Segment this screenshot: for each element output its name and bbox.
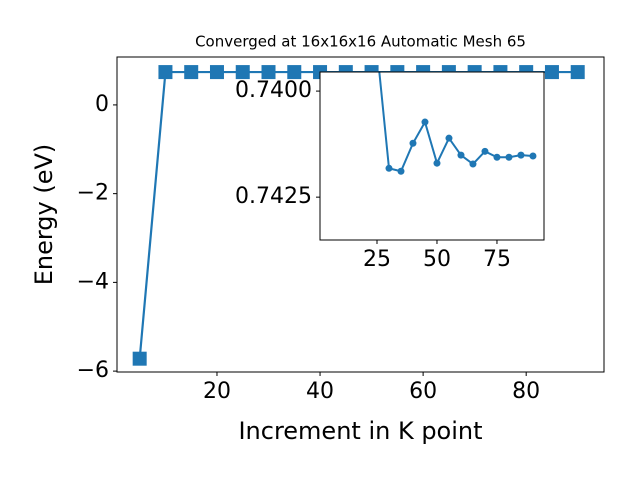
- marker: [570, 65, 585, 80]
- y-axis-label: Energy (eV): [30, 144, 58, 286]
- marker: [493, 153, 501, 161]
- y-tick-label: 0.7425: [235, 184, 312, 209]
- y-tick-label: 0: [95, 92, 109, 117]
- marker: [433, 159, 441, 167]
- y-tick-label: 0.7400: [235, 78, 312, 103]
- marker: [397, 167, 405, 175]
- marker: [209, 65, 224, 80]
- x-tick-label: 40: [306, 379, 334, 404]
- y-tick-label: −4: [77, 269, 109, 294]
- x-tick-label: 25: [363, 247, 391, 272]
- axes-frame: [116, 56, 605, 373]
- x-tick-label: 50: [423, 247, 451, 272]
- marker: [529, 152, 537, 160]
- x-axis-label: Increment in K point: [238, 417, 482, 445]
- y-tick-label: −2: [77, 181, 109, 206]
- marker: [544, 65, 559, 80]
- marker: [469, 160, 477, 168]
- marker: [235, 65, 250, 80]
- series-group: [378, 72, 537, 175]
- x-tick-label: 60: [409, 379, 437, 404]
- marker: [132, 351, 147, 366]
- y-tick-label: −6: [77, 358, 109, 383]
- marker: [287, 65, 302, 80]
- marker: [421, 118, 429, 126]
- marker: [517, 151, 525, 159]
- marker: [409, 139, 417, 147]
- x-tick-label: 80: [512, 379, 540, 404]
- marker: [457, 151, 465, 159]
- marker: [505, 153, 513, 161]
- marker: [385, 164, 393, 172]
- marker: [261, 65, 276, 80]
- marker: [184, 65, 199, 80]
- marker: [481, 147, 489, 155]
- axes-frame: [319, 71, 545, 241]
- chart-title: Converged at 16x16x16 Automatic Mesh 65: [195, 33, 526, 51]
- x-tick-label: 20: [203, 379, 231, 404]
- marker: [445, 134, 453, 142]
- x-tick-label: 75: [483, 247, 511, 272]
- marker: [158, 65, 173, 80]
